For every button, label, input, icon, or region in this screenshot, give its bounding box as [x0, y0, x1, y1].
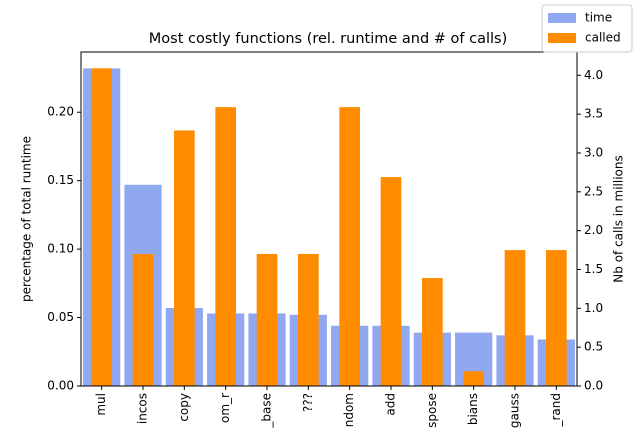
y-tick-label: 0.20 — [47, 105, 74, 119]
x-tick-label: ??? — [301, 393, 315, 412]
bar — [422, 278, 443, 386]
legend-swatch — [548, 33, 576, 43]
bar — [298, 253, 319, 386]
y-tick-label: 0.10 — [47, 242, 74, 256]
x-tick-label: om_r — [218, 393, 232, 423]
chart-title: Most costly functions (rel. runtime and … — [149, 31, 507, 47]
plot-frame — [80, 51, 578, 387]
bar — [174, 130, 195, 386]
y2-tick-label: 1.0 — [584, 301, 603, 315]
x-tick-label: copy — [177, 393, 191, 422]
x-tick-label: gauss — [508, 393, 522, 428]
x-tick-label: add — [384, 393, 398, 416]
y2-axis-label: Nb of calls in millions — [612, 155, 626, 282]
bar — [132, 253, 154, 386]
bar — [546, 250, 567, 386]
x-tick-label: mul — [94, 393, 108, 416]
y2-tick-label: 1.5 — [584, 262, 603, 276]
y-axis-label: percentage of total runtime — [20, 136, 34, 302]
bar — [463, 371, 484, 386]
x-tick-label: bians — [466, 393, 480, 425]
legend-label: called — [585, 31, 621, 45]
y2-tick-label: 2.0 — [584, 223, 603, 237]
bar — [380, 177, 402, 386]
x-tick-label: ndom — [342, 393, 356, 427]
x-tick-label: spose — [425, 393, 439, 428]
legend-swatch — [548, 13, 576, 23]
bar — [256, 253, 278, 386]
y2-tick-label: 2.5 — [584, 184, 603, 198]
x-tick-label: _base — [260, 393, 274, 429]
x-tick-label: incos — [136, 393, 150, 424]
y2-tick-label: 4.0 — [584, 68, 603, 82]
bar — [215, 107, 236, 386]
y2-tick-label: 3.5 — [584, 107, 603, 121]
y-tick-label: 0.15 — [47, 173, 74, 187]
y-tick-label: 0.05 — [47, 310, 74, 324]
y-tick-label: 0.00 — [47, 379, 74, 393]
y2-tick-label: 0.5 — [584, 340, 603, 354]
bar — [504, 250, 526, 386]
x-tick-label: _rand — [549, 393, 563, 428]
legend-label: time — [585, 11, 612, 25]
y2-tick-label: 0.0 — [584, 379, 603, 393]
y2-tick-label: 3.0 — [584, 145, 603, 159]
bar — [339, 107, 360, 386]
bar — [91, 68, 112, 386]
